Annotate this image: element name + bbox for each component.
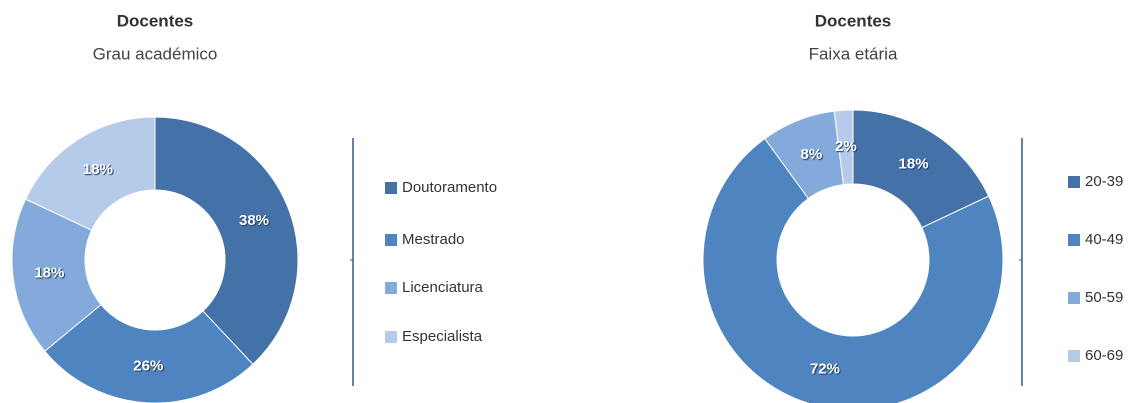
legend-label: Doutoramento — [402, 179, 497, 196]
legend-swatch — [1068, 234, 1080, 246]
legend-swatch — [385, 331, 397, 343]
value-label: 18% — [899, 156, 929, 173]
value-label: 2% — [835, 138, 857, 155]
donut-slice — [833, 109, 854, 186]
legend-swatch — [385, 182, 397, 194]
donut-slice — [24, 116, 156, 231]
value-label: 18% — [34, 264, 64, 281]
legend-label: 20-39 — [1085, 173, 1123, 190]
legend-swatch — [1068, 176, 1080, 188]
donut-slice — [44, 303, 254, 403]
legend-swatch — [385, 282, 397, 294]
legend-label: 50-59 — [1085, 289, 1123, 306]
chart-title: Docentes — [117, 11, 194, 30]
chart-subtitle: Faixa etária — [809, 44, 898, 63]
value-label: 18% — [83, 161, 113, 178]
legend-swatch — [385, 234, 397, 246]
value-label: 26% — [133, 357, 163, 374]
donut-slice — [852, 109, 990, 229]
donut-slice — [154, 116, 299, 365]
donut-slice — [702, 137, 1004, 403]
value-label: 8% — [801, 146, 823, 163]
chart-subtitle: Grau académico — [93, 44, 218, 63]
legend-label: Especialista — [402, 328, 483, 345]
legend-swatch — [1068, 292, 1080, 304]
legend-swatch — [1068, 350, 1080, 362]
chart-title: Docentes — [815, 11, 892, 30]
legend-label: Licenciatura — [402, 279, 484, 296]
donut-slice — [11, 198, 102, 352]
legend-label: 60-69 — [1085, 347, 1123, 364]
value-label: 38% — [239, 212, 269, 229]
legend-label: 40-49 — [1085, 231, 1123, 248]
value-label: 72% — [810, 360, 840, 377]
legend-label: Mestrado — [402, 231, 465, 248]
